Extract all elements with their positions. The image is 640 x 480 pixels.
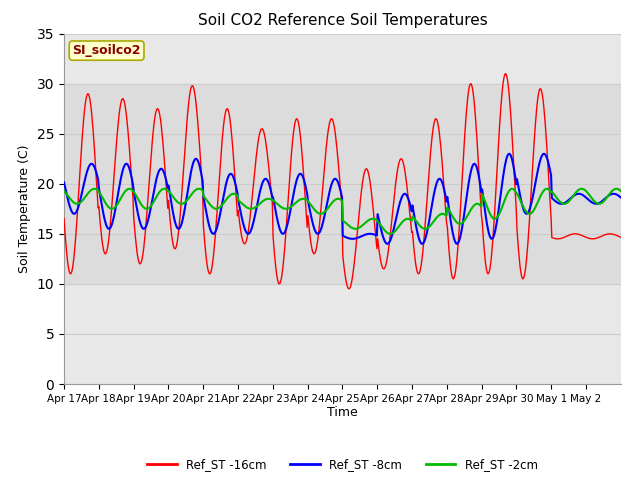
Legend: Ref_ST -16cm, Ref_ST -8cm, Ref_ST -2cm: Ref_ST -16cm, Ref_ST -8cm, Ref_ST -2cm: [143, 454, 542, 476]
Text: SI_soilco2: SI_soilco2: [72, 44, 141, 57]
Title: Soil CO2 Reference Soil Temperatures: Soil CO2 Reference Soil Temperatures: [198, 13, 487, 28]
X-axis label: Time: Time: [327, 407, 358, 420]
Bar: [64, 84, 621, 284]
Y-axis label: Soil Temperature (C): Soil Temperature (C): [18, 144, 31, 273]
